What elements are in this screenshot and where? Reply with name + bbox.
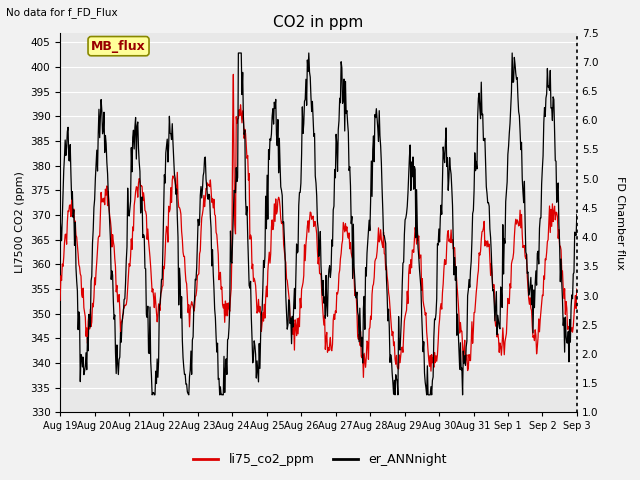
Legend: li75_co2_ppm, er_ANNnight: li75_co2_ppm, er_ANNnight <box>188 448 452 471</box>
Title: CO2 in ppm: CO2 in ppm <box>273 15 364 30</box>
Text: MB_flux: MB_flux <box>91 40 146 53</box>
Y-axis label: FD Chamber flux: FD Chamber flux <box>615 176 625 269</box>
Text: No data for f_FD_Flux: No data for f_FD_Flux <box>6 7 118 18</box>
Y-axis label: LI7500 CO2 (ppm): LI7500 CO2 (ppm) <box>15 171 25 274</box>
